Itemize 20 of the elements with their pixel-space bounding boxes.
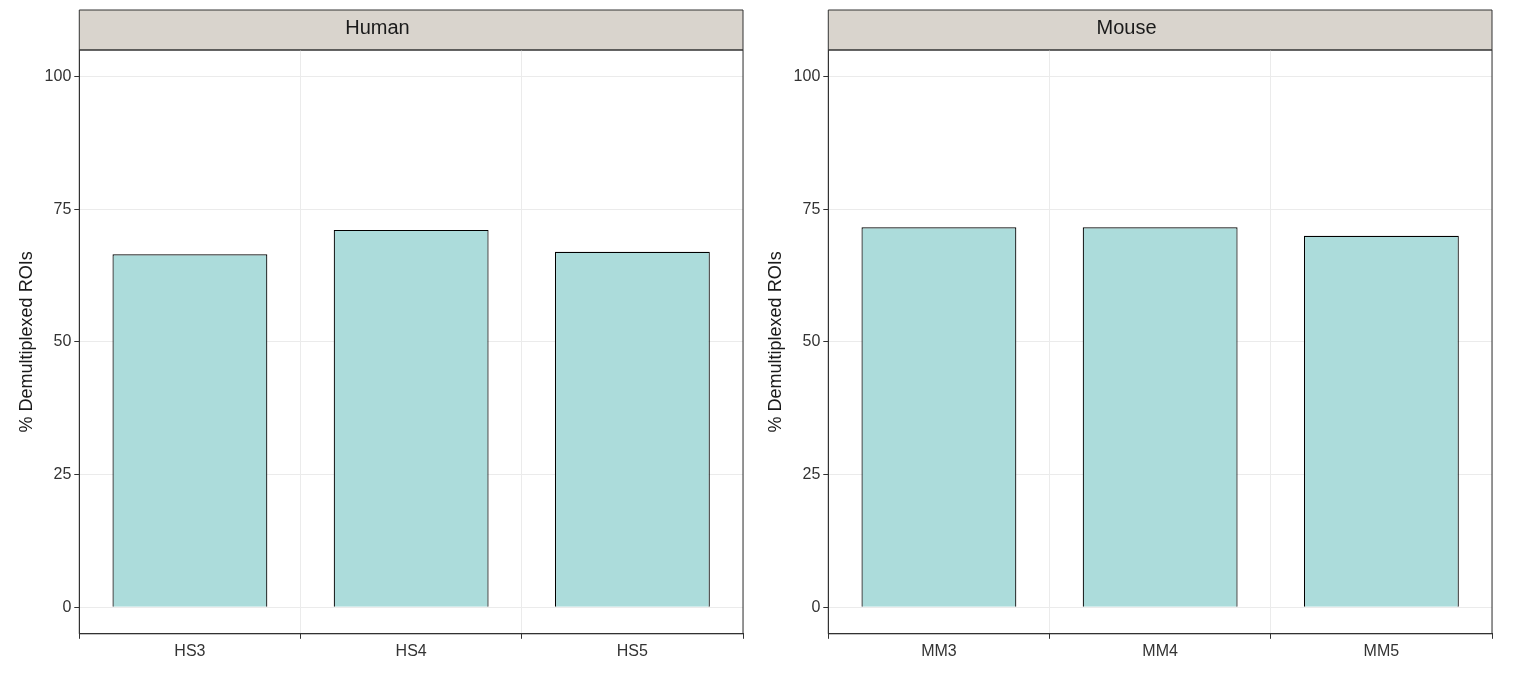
y-tick-label: 0 <box>62 597 72 615</box>
y-tick-label: 0 <box>811 597 821 615</box>
chart-title: Mouse <box>1096 15 1157 38</box>
x-tick-label: MM4 <box>1142 641 1179 659</box>
y-tick-label: 100 <box>44 66 72 84</box>
x-tick-label: MM5 <box>1363 641 1400 659</box>
y-tick-label: 75 <box>53 199 72 217</box>
y-tick-label: 100 <box>793 66 821 84</box>
y-tick-label: 50 <box>802 332 821 350</box>
y-tick-label: 50 <box>53 332 72 350</box>
x-tick-label: MM3 <box>921 641 957 659</box>
x-tick-label: HS3 <box>174 641 206 659</box>
y-axis-title: % Demultiplexed ROIs <box>764 251 785 433</box>
y-tick-label: 25 <box>802 464 821 482</box>
y-tick-label: 25 <box>53 464 72 482</box>
y-axis-title: % Demultiplexed ROIs <box>15 251 36 433</box>
x-tick-label: HS4 <box>395 641 427 659</box>
x-tick-label: HS5 <box>616 641 649 659</box>
chart-title: Human <box>345 15 410 38</box>
y-tick-label: 75 <box>802 199 821 217</box>
